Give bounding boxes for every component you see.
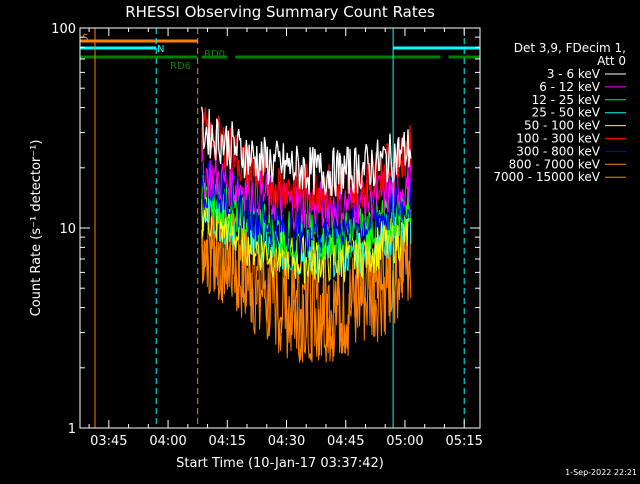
legend-entry-label: 50 - 100 keV [524,119,601,133]
series-line [200,106,412,197]
series-line [201,160,412,253]
chart-title: RHESSI Observing Summary Count Rates [125,3,435,21]
y-tick-label: 10 [59,222,76,237]
legend-entry-label: 3 - 6 keV [547,67,601,81]
series-line [201,201,412,363]
legend-entry-label: 300 - 800 keV [516,144,600,158]
flag-label-s: S [82,33,88,44]
legend-header: Det 3,9, FDecim 1, [514,41,626,55]
y-tick-label: 1 [68,422,76,437]
x-axis-label: Start Time (10-Jan-17 03:37:42) [176,456,384,471]
legend-header: Att 0 [597,54,626,68]
x-tick-label: 04:45 [327,434,364,449]
x-tick-label: 04:30 [268,434,305,449]
legend-entry-label: 6 - 12 keV [539,80,601,94]
legend-entry-label: 25 - 50 keV [532,106,601,120]
flags-layer: S N RD0 RD6 [80,33,480,72]
legend-entry-label: 12 - 25 keV [532,93,601,107]
flag-label-n: N [157,44,164,55]
x-tick-label: 04:00 [149,434,186,449]
legend-entry-label: 800 - 7000 keV [509,157,601,171]
axes-layer: 03:45 04:00 04:15 04:30 04:45 05:00 05:15 1 10 10… [51,22,483,449]
x-tick-label: 04:15 [209,434,246,449]
flag-label-rd0: RD0 [204,49,225,60]
legend-entry-label: 100 - 300 keV [516,132,600,146]
x-tick-label: 03:45 [90,434,127,449]
x-tick-label: 05:00 [386,434,423,449]
legend-entry-label: 7000 - 15000 keV [493,170,600,184]
timestamp: 1-Sep-2022 22:21 [565,468,637,477]
plot-data-layer [200,106,412,363]
series-line [201,197,412,284]
flag-label-rd6: RD6 [170,61,191,72]
y-tick-label: 100 [51,22,76,37]
x-tick-label: 05:15 [445,434,482,449]
y-axis-label: Count Rate (s⁻¹ detector⁻¹) [29,140,44,317]
